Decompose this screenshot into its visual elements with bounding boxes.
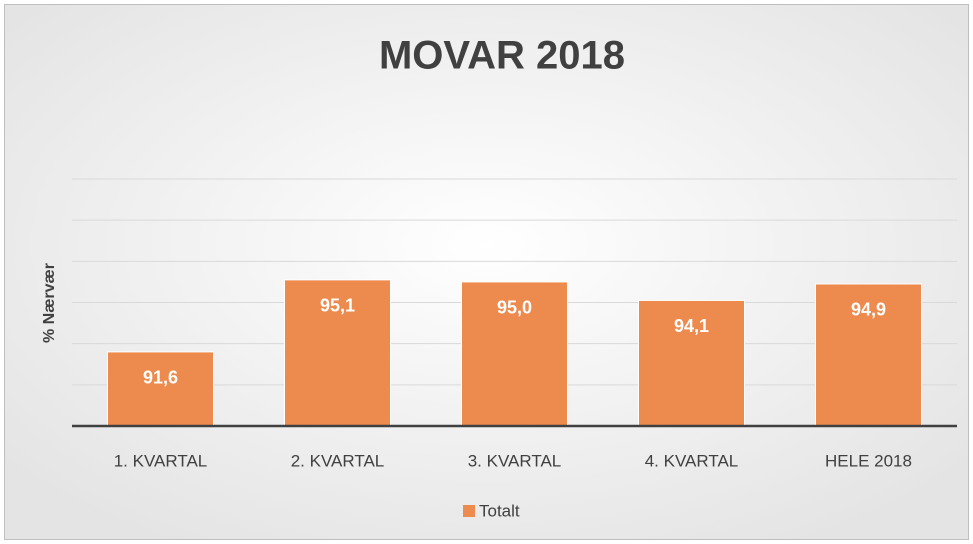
x-tick-label: 4. KVARTAL — [645, 451, 739, 470]
bar — [107, 351, 214, 427]
x-tick-label: 2. KVARTAL — [291, 451, 385, 470]
chart-background — [4, 4, 969, 540]
data-label: 95,0 — [497, 298, 532, 318]
bar — [284, 279, 391, 427]
data-label: 94,1 — [674, 316, 709, 336]
data-label: 91,6 — [143, 368, 178, 388]
data-label: 95,1 — [320, 296, 355, 316]
bar — [638, 299, 745, 427]
data-label: 94,9 — [851, 300, 886, 320]
y-axis-label: % Nærvær — [41, 263, 58, 343]
x-tick-label: 3. KVARTAL — [468, 451, 562, 470]
x-tick-label: 1. KVARTAL — [114, 451, 208, 470]
bar — [815, 283, 922, 427]
bar — [461, 281, 568, 427]
chart-title: MOVAR 2018 — [379, 34, 625, 78]
legend-swatch — [463, 505, 475, 517]
x-tick-label: HELE 2018 — [825, 451, 912, 470]
legend-label: Totalt — [479, 501, 520, 520]
